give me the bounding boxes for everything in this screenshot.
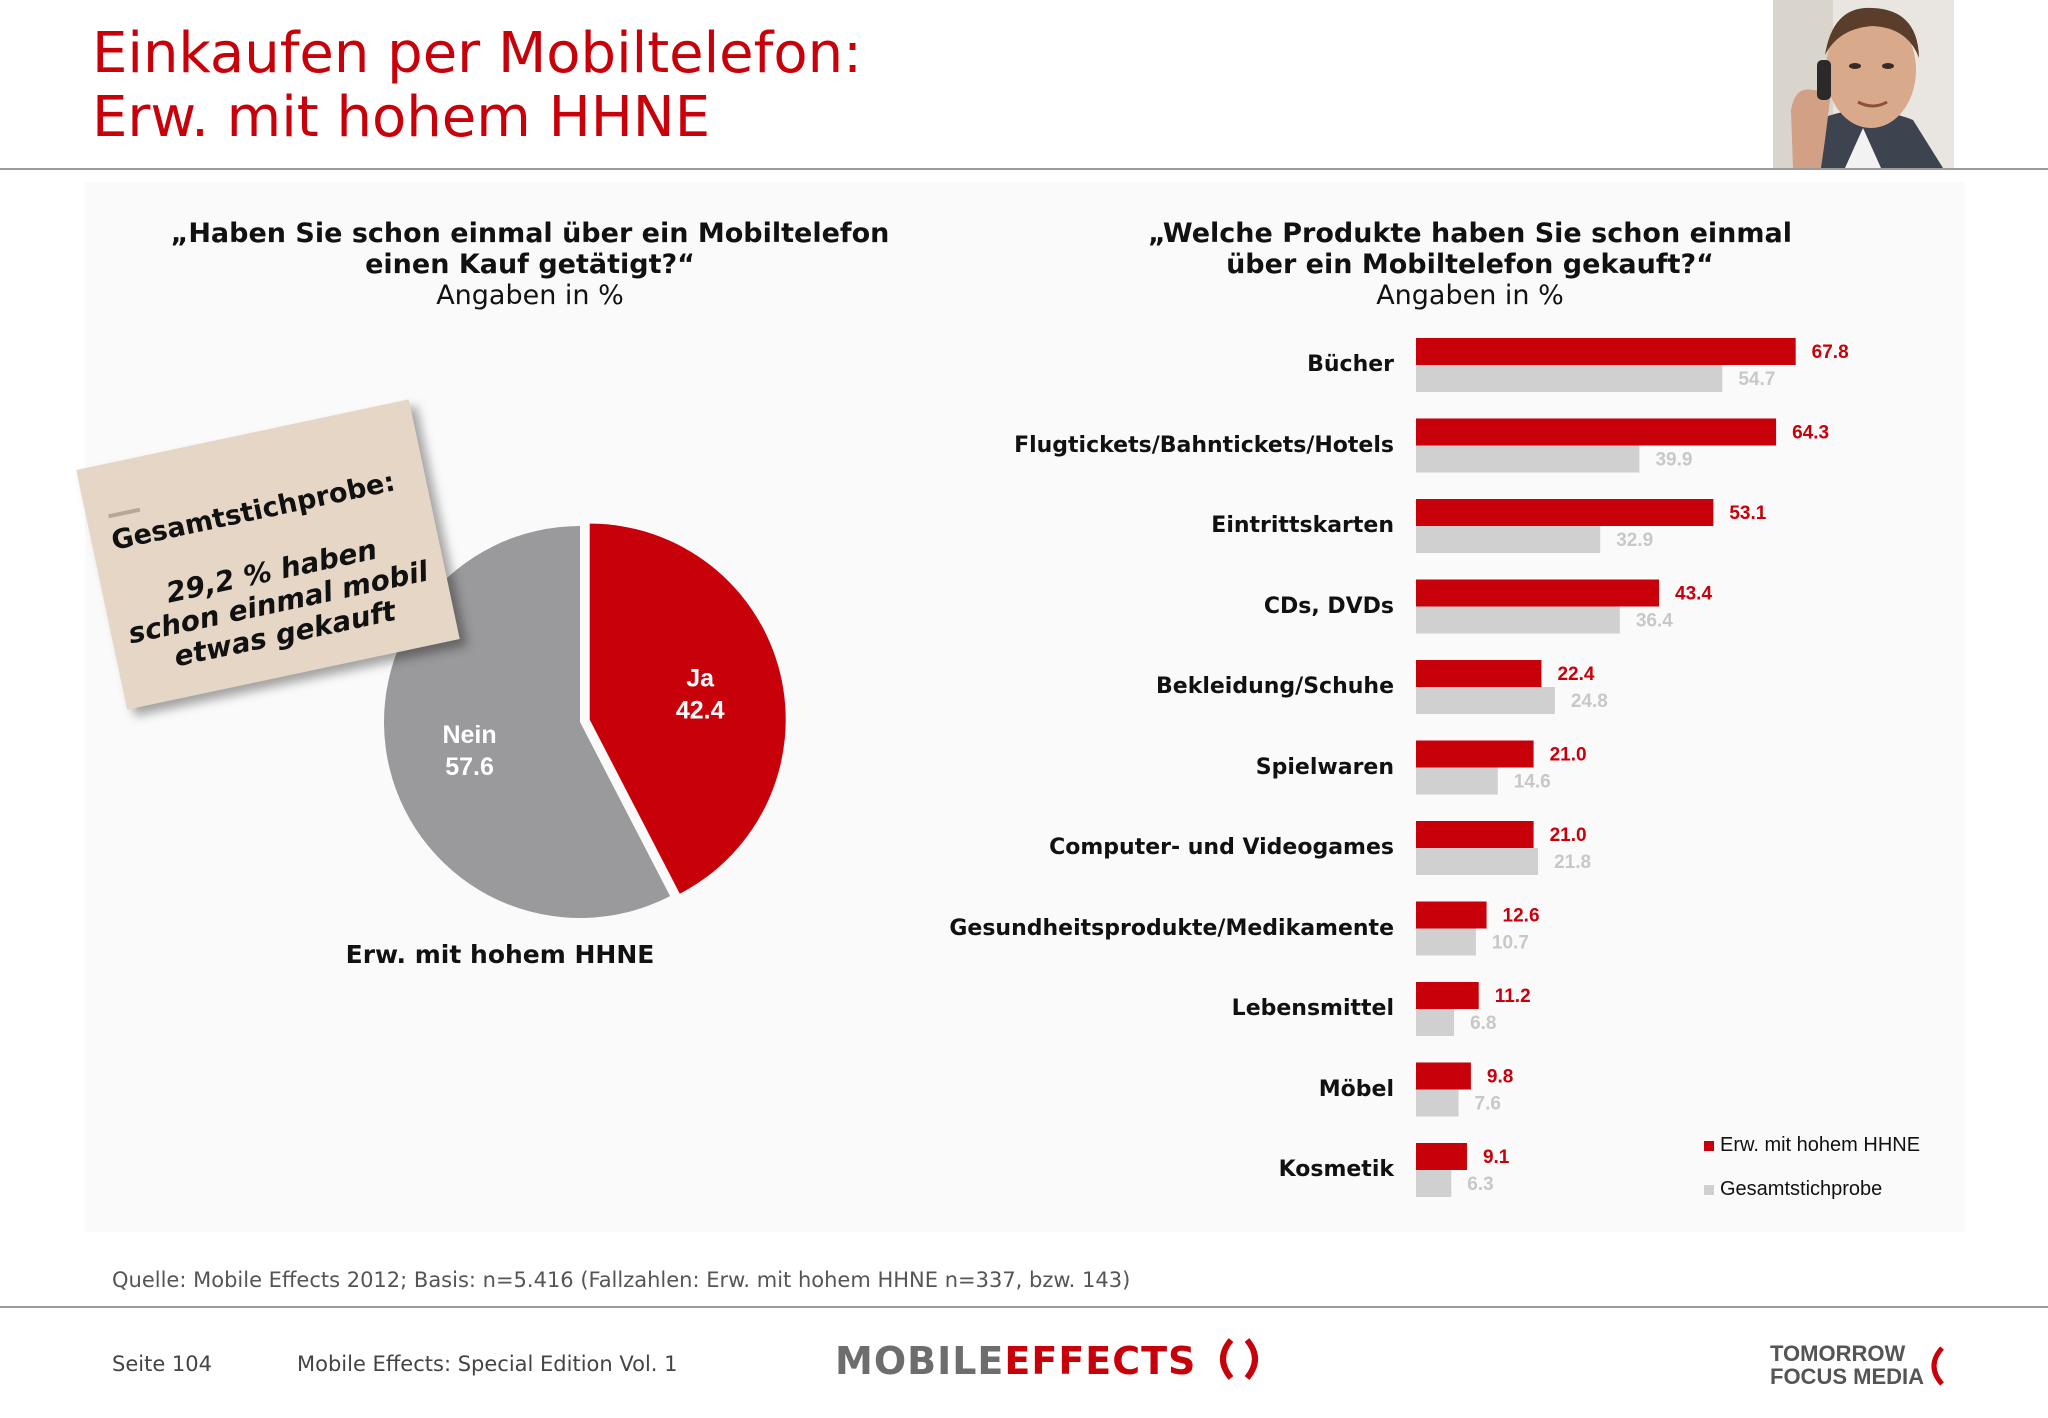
pie-value-ja: 42.4	[676, 697, 725, 725]
bar-value-gesamt: 6.8	[1470, 1013, 1496, 1034]
bar-gesamt	[1416, 767, 1498, 795]
bar-value-hhne: 67.8	[1812, 342, 1849, 363]
pie-value-nein: 57.6	[445, 753, 494, 781]
tomorrow-focus-logo: TOMORROW FOCUS MEDIA	[1770, 1341, 1944, 1389]
bar-hhne	[1416, 740, 1534, 768]
bar-value-hhne: 21.0	[1550, 825, 1587, 846]
header-photo-man-on-phone	[1773, 0, 1954, 168]
footer-divider	[0, 1306, 2048, 1308]
page-title-line2: Erw. mit hohem HHNE	[92, 85, 711, 150]
bar-category-labels: Bücher Flugtickets/Bahntickets/Hotels Eint…	[880, 0, 1394, 1418]
bar-value-hhne: 12.6	[1503, 906, 1540, 927]
bar-gesamt	[1416, 1009, 1455, 1036]
logo-effects-text: EFFECTS	[1004, 1339, 1197, 1383]
bar-value-gesamt: 21.8	[1554, 852, 1591, 873]
bar-value-gesamt: 39.9	[1655, 450, 1692, 471]
bar-hhne	[1416, 418, 1777, 446]
bar-category-label: Möbel	[1318, 1076, 1394, 1102]
sticky-note-scribble	[108, 507, 141, 519]
bar-gesamt	[1416, 445, 1640, 473]
bar-hhne	[1416, 1062, 1471, 1090]
pie-caption: Erw. mit hohem HHNE	[345, 940, 655, 969]
bar-hhne	[1416, 338, 1796, 365]
bar-hhne	[1416, 660, 1542, 687]
legend-item-hhne: Erw. mit hohem HHNE	[1704, 1134, 1920, 1157]
legend-label-hhne: Erw. mit hohem HHNE	[1720, 1134, 1921, 1156]
bar-category-label: Lebensmittel	[1231, 996, 1394, 1021]
source-note: Quelle: Mobile Effects 2012; Basis: n=5.…	[112, 1268, 1131, 1292]
logo-mobile-text: MOBILE	[835, 1339, 1005, 1383]
mobile-effects-logo: MOBILEEFFECTS	[835, 1336, 1271, 1383]
left-question-unit: Angaben in %	[436, 280, 624, 311]
bar-category-label: Eintrittskarten	[1211, 513, 1394, 538]
logo-focus-media-text: FOCUS MEDIA	[1770, 1364, 1924, 1389]
bar-value-gesamt: 10.7	[1492, 933, 1529, 954]
pie-slice-ja	[589, 523, 786, 894]
bar-value-gesamt: 14.6	[1514, 772, 1551, 793]
bar-gesamt	[1416, 1170, 1452, 1197]
legend-swatch-red	[1704, 1140, 1714, 1151]
right-question-unit: Angaben in %	[1376, 280, 1564, 311]
bar-value-gesamt: 36.4	[1636, 611, 1673, 632]
legend-item-gesamt: Gesamtstichprobe	[1704, 1178, 1882, 1201]
tomorrow-focus-bracket-icon	[1931, 1346, 1944, 1386]
bar-category-label: Bücher	[1307, 352, 1394, 377]
left-question-line2: einen Kauf getätigt?“	[365, 249, 695, 280]
bar-value-hhne: 9.8	[1487, 1067, 1513, 1088]
page-title: Einkaufen per Mobiltelefon: Erw. mit hoh…	[92, 22, 862, 150]
pie-label-ja: Ja	[686, 665, 715, 693]
mobile-effects-bracket-icon	[1219, 1338, 1258, 1380]
person-photo-icon	[1773, 0, 1954, 168]
bar-category-label: Flugtickets/Bahntickets/Hotels	[1014, 432, 1394, 458]
bar-category-label: Bekleidung/Schuhe	[1156, 674, 1394, 699]
bar-hhne	[1416, 499, 1714, 526]
legend-swatch-gray	[1704, 1184, 1714, 1195]
bar-category-label: Gesundheitsprodukte/Medikamente	[949, 915, 1394, 941]
bar-value-gesamt: 54.7	[1738, 369, 1775, 390]
bar-value-gesamt: 32.9	[1616, 530, 1653, 551]
bar-chart: 67.8 54.7 64.3 39.9 53.1 32.9 43.436.4 22.4 24.8…	[1416, 338, 1849, 1197]
right-question-line1: „Welche Produkte haben Sie schon einmal	[1148, 218, 1792, 249]
bar-hhne	[1416, 901, 1487, 929]
page-title-line1: Einkaufen per Mobiltelefon:	[92, 21, 862, 86]
bar-hhne	[1416, 579, 1660, 607]
bar-gesamt	[1416, 848, 1539, 875]
bar-category-label: CDs, DVDs	[1263, 593, 1394, 619]
bar-category-label: Computer- und Videogames	[1049, 835, 1394, 860]
bar-value-hhne: 11.2	[1495, 986, 1531, 1007]
bar-gesamt	[1416, 1089, 1459, 1117]
bar-value-gesamt: 24.8	[1571, 691, 1608, 712]
bar-value-hhne: 22.4	[1557, 664, 1594, 685]
bar-value-hhne: 53.1	[1729, 503, 1766, 524]
footer-page-number: Seite 104	[112, 1352, 212, 1376]
legend-label-gesamt: Gesamtstichprobe	[1720, 1178, 1883, 1200]
bar-hhne	[1416, 1143, 1467, 1170]
bar-value-hhne: 64.3	[1792, 423, 1829, 444]
bar-value-hhne: 43.4	[1675, 584, 1712, 605]
bar-category-label: Spielwaren	[1255, 754, 1394, 780]
logo-tomorrow-text: TOMORROW	[1770, 1341, 1906, 1366]
bar-gesamt	[1416, 928, 1476, 956]
right-chart-question: „Welche Produkte haben Sie schon einmal …	[1100, 218, 1840, 311]
bar-gesamt	[1416, 365, 1723, 392]
bar-value-hhne: 21.0	[1550, 745, 1587, 766]
bar-gesamt	[1416, 526, 1601, 553]
pie-label-nein: Nein	[442, 721, 496, 749]
left-chart-question: „Haben Sie schon einmal über ein Mobilte…	[150, 218, 910, 311]
bar-hhne	[1416, 982, 1479, 1009]
footer-publication: Mobile Effects: Special Edition Vol. 1	[297, 1352, 678, 1376]
bar-category-label: Kosmetik	[1278, 1157, 1394, 1182]
header-divider	[0, 168, 2048, 170]
bar-value-gesamt: 6.3	[1467, 1174, 1493, 1195]
bar-gesamt	[1416, 606, 1620, 634]
right-question-line2: über ein Mobiltelefon gekauft?“	[1226, 249, 1714, 280]
bar-value-gesamt: 7.6	[1475, 1094, 1501, 1115]
bar-hhne	[1416, 821, 1534, 848]
bar-gesamt	[1416, 687, 1555, 714]
left-question-line1: „Haben Sie schon einmal über ein Mobilte…	[170, 218, 890, 249]
bar-value-hhne: 9.1	[1483, 1147, 1510, 1168]
